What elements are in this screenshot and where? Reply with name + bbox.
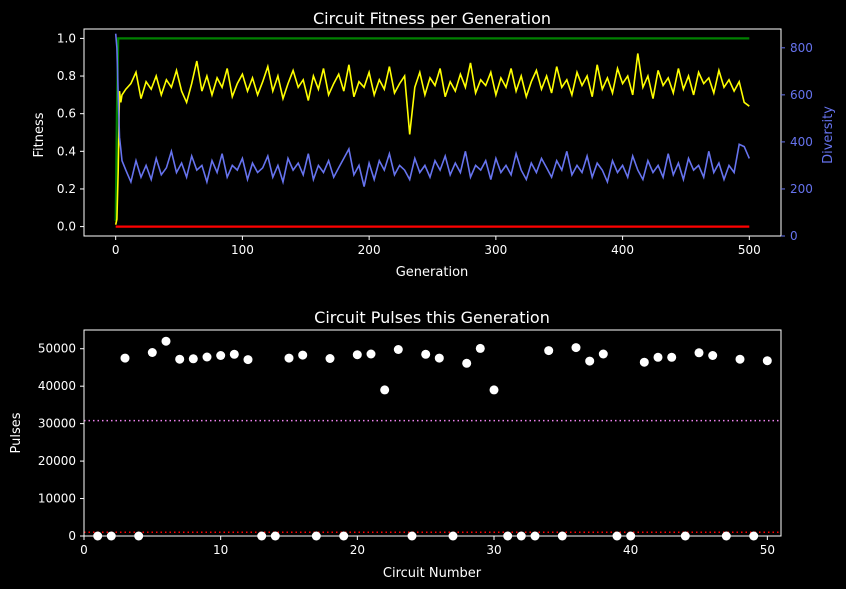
fitness-y-tick-label: 0.6 bbox=[57, 107, 76, 121]
pulse-point bbox=[175, 354, 185, 364]
pulse-point bbox=[202, 352, 212, 362]
pulse-point bbox=[284, 353, 294, 363]
mean-series-line bbox=[114, 53, 750, 225]
pulses-plot-frame bbox=[83, 329, 782, 537]
pulse-point bbox=[325, 354, 335, 363]
pulses-x-tick-label: 50 bbox=[760, 543, 775, 557]
diversity-y-tick-label: 0 bbox=[790, 229, 798, 243]
fitness-x-tick-label: 0 bbox=[112, 243, 120, 257]
pulse-point bbox=[462, 358, 472, 368]
fitness-chart-title: Circuit Fitness per Generation bbox=[313, 9, 551, 28]
pulse-point bbox=[489, 385, 499, 395]
pulse-point bbox=[762, 356, 772, 366]
pulses-y-tick-label: 0 bbox=[68, 529, 76, 543]
pulse-point bbox=[188, 354, 198, 364]
pulse-point bbox=[366, 349, 376, 359]
diversity-y-tick-label: 400 bbox=[790, 135, 813, 149]
diversity-series-line bbox=[114, 33, 751, 187]
pulse-point bbox=[243, 355, 253, 365]
fitness-x-tick-label: 100 bbox=[231, 243, 254, 257]
fitness-x-tick-label: 400 bbox=[611, 243, 634, 257]
pulse-point bbox=[475, 343, 485, 353]
fitness-panel: Circuit Fitness per Generation 0 100 200 30… bbox=[32, 9, 836, 280]
pulse-point bbox=[120, 353, 130, 363]
pulse-point bbox=[544, 346, 554, 356]
diversity-y-tick-label: 600 bbox=[790, 88, 813, 102]
fitness-y-tick-label: 0.4 bbox=[57, 144, 76, 158]
pulses-x-tick-label: 20 bbox=[350, 543, 365, 557]
pulses-y-tick-label: 40000 bbox=[38, 379, 76, 393]
pulses-y-axis-label: Pulses bbox=[9, 412, 24, 453]
pulses-x-tick-label: 10 bbox=[213, 543, 228, 557]
pulse-point bbox=[667, 352, 677, 362]
pulse-point bbox=[393, 345, 403, 354]
pulse-point bbox=[735, 354, 745, 364]
fitness-x-tick-label: 200 bbox=[358, 243, 381, 257]
fitness-x-tick-label: 500 bbox=[738, 243, 761, 257]
fitness-y-tick-label: 0.2 bbox=[57, 182, 76, 196]
pulse-point bbox=[571, 343, 581, 353]
diversity-y-tick-label: 200 bbox=[790, 182, 813, 196]
pulse-point bbox=[639, 357, 649, 367]
fitness-y-tick-label: 1.0 bbox=[57, 31, 76, 45]
pulse-point bbox=[421, 349, 431, 359]
pulse-point bbox=[653, 352, 663, 362]
pulse-point bbox=[352, 350, 362, 360]
pulse-point bbox=[380, 385, 390, 395]
pulse-point bbox=[216, 351, 226, 360]
diversity-y-tick-label: 800 bbox=[790, 41, 813, 55]
pulses-y-tick-label: 50000 bbox=[38, 342, 76, 356]
pulse-point bbox=[434, 353, 444, 363]
fitness-plot-frame bbox=[83, 28, 782, 237]
diversity-y-axis-label: Diversity bbox=[821, 106, 836, 164]
pulses-x-axis-label: Circuit Number bbox=[383, 566, 482, 581]
pulse-point bbox=[708, 351, 718, 360]
pulses-y-tick-label: 30000 bbox=[38, 417, 76, 431]
pulses-panel: Circuit Pulses this Generation 0 10 20 30 40… bbox=[9, 308, 782, 581]
fitness-y-tick-label: 0.0 bbox=[57, 220, 76, 234]
pulses-x-tick-label: 30 bbox=[486, 543, 501, 557]
pulses-y-tick-label: 10000 bbox=[38, 492, 76, 506]
fitness-y-axis-label: Fitness bbox=[32, 112, 47, 157]
pulse-point bbox=[598, 349, 608, 359]
pulse-point bbox=[585, 356, 595, 366]
pulse-point bbox=[161, 336, 171, 346]
pulse-point bbox=[147, 348, 157, 357]
pulses-y-tick-label: 20000 bbox=[38, 454, 76, 468]
pulses-x-tick-label: 40 bbox=[623, 543, 638, 557]
pulses-chart-title: Circuit Pulses this Generation bbox=[314, 308, 550, 327]
fitness-x-tick-label: 300 bbox=[484, 243, 507, 257]
pulses-x-tick-label: 0 bbox=[80, 543, 88, 557]
pulse-point bbox=[298, 350, 308, 360]
pulse-point bbox=[694, 348, 704, 358]
fitness-y-tick-label: 0.8 bbox=[57, 69, 76, 83]
fitness-x-axis-label: Generation bbox=[396, 265, 469, 280]
pulse-point bbox=[229, 349, 239, 359]
